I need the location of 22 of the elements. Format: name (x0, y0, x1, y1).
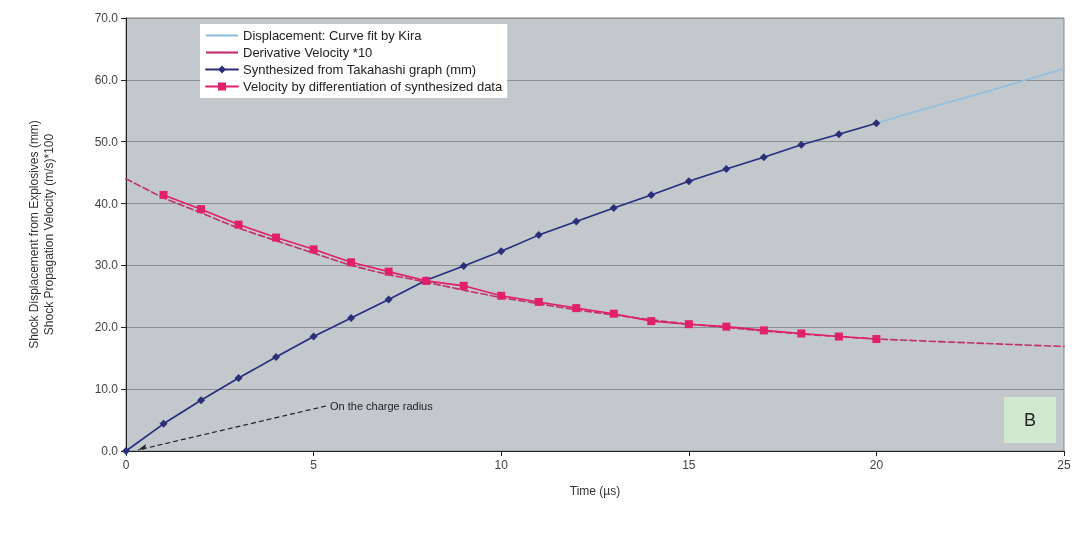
annotation: B (1023, 410, 1037, 430)
y-tick-label: 50.0 (94, 134, 119, 149)
y-tick-label: 40.0 (94, 196, 119, 211)
y-tick-label: 20.0 (94, 320, 119, 335)
y-tick-label: 70.0 (94, 11, 119, 25)
x-tick-label: 5 (310, 458, 318, 472)
x-axis-title: Time (µs) (569, 484, 621, 498)
legend-label: Derivative Velocity *10 (243, 45, 373, 60)
x-tick-label: 15 (682, 458, 696, 472)
x-tick-label: 20 (869, 458, 884, 472)
y-tick-label: 10.0 (94, 382, 119, 397)
y-axis-title: Shock Displacement from Explosives (mm) Shock Propagation Velocity (m/s)*100 (26, 120, 56, 349)
legend-label: Displacement: Curve fit by Kira (243, 28, 423, 43)
y-tick-label: 60.0 (94, 72, 119, 87)
annotation: On the charge radius (330, 399, 434, 412)
y-tick-label: 0.0 (101, 444, 119, 458)
x-tick-label: 0 (122, 458, 130, 472)
y-tick-label: 30.0 (94, 258, 119, 273)
x-tick-label: 10 (494, 458, 509, 472)
x-tick-label: 25 (1057, 458, 1071, 472)
legend-label: Synthesized from Takahashi graph (mm) (243, 62, 477, 77)
legend-label: Velocity by differentiation of synthesized data (243, 79, 503, 94)
